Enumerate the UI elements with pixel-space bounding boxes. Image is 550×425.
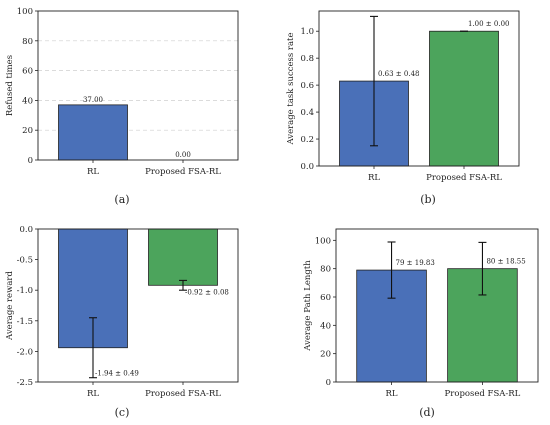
x-tick-label: Proposed FSA-RL bbox=[145, 167, 221, 177]
y-tick-label: 80 bbox=[320, 265, 331, 275]
y-tick-label: 0.0 bbox=[300, 162, 314, 172]
y-axis-title: Refused times bbox=[5, 55, 15, 116]
y-tick-label: -2.0 bbox=[17, 347, 33, 357]
panel-caption: (d) bbox=[419, 406, 435, 419]
bar-fsa-rl bbox=[429, 30, 499, 167]
x-tick-label: Proposed FSA-RL bbox=[426, 173, 502, 183]
data-label: -1.94 ± 0.49 bbox=[95, 370, 139, 378]
plot-frame bbox=[37, 228, 239, 383]
y-tick-label: 40 bbox=[22, 96, 33, 106]
y-tick-label: 0.8 bbox=[300, 54, 314, 64]
y-tick-label: 0 bbox=[28, 156, 33, 166]
chart-panel-4: 79 ± 19.83 RL 80 ± 18.55 Proposed FSA-RL 0 20… bbox=[303, 228, 539, 419]
bar-fsa-rl bbox=[148, 228, 218, 286]
y-tick-label: 40 bbox=[320, 321, 331, 331]
data-label: 79 ± 19.83 bbox=[396, 259, 435, 267]
panel-caption: (c) bbox=[115, 406, 130, 419]
y-tick-label: 20 bbox=[22, 126, 33, 136]
y-axis-title: Average task success rate bbox=[286, 32, 296, 145]
y-tick-label: 0.0 bbox=[19, 225, 33, 235]
y-tick-label: -0.5 bbox=[17, 256, 33, 266]
chart-panel-1: 37.00 RL 0.00 Proposed FSA-RL 0 20 40 60 80 100 Re… bbox=[5, 7, 239, 206]
y-tick-label: 0.2 bbox=[300, 135, 314, 145]
x-tick-label: RL bbox=[87, 167, 99, 177]
y-tick-label: 20 bbox=[320, 350, 331, 360]
x-tick-label: Proposed FSA-RL bbox=[445, 389, 521, 399]
y-tick-label: 60 bbox=[22, 67, 33, 77]
data-label: 0.63 ± 0.48 bbox=[378, 70, 420, 78]
y-axis-title: Average Path Length bbox=[303, 260, 313, 352]
panel-caption: (a) bbox=[114, 193, 129, 206]
data-label: 80 ± 18.55 bbox=[486, 258, 525, 266]
plot-frame bbox=[318, 10, 520, 167]
data-label: 37.00 bbox=[83, 96, 103, 104]
y-tick-label: 0 bbox=[326, 378, 331, 388]
x-tick-label: RL bbox=[386, 389, 398, 399]
x-tick-label: RL bbox=[87, 389, 99, 399]
y-tick-label: -1.0 bbox=[17, 286, 33, 296]
y-tick-label: 60 bbox=[320, 293, 331, 303]
y-tick-label: -1.5 bbox=[17, 317, 33, 327]
y-tick-label: 0.4 bbox=[300, 108, 314, 118]
y-tick-label: -2.5 bbox=[17, 378, 33, 388]
y-tick-label: 100 bbox=[315, 236, 331, 246]
x-tick-label: RL bbox=[368, 173, 380, 183]
chart-panel-3: -1.94 ± 0.49 RL -0.92 ± 0.08 Proposed FSA-R… bbox=[5, 225, 239, 419]
bar-rl bbox=[58, 104, 128, 161]
data-label: 1.00 ± 0.00 bbox=[468, 20, 510, 28]
y-tick-label: 100 bbox=[17, 7, 33, 17]
chart-panel-2: 0.63 ± 0.48 RL 1.00 ± 0.00 Proposed FSA-RL 0… bbox=[286, 10, 520, 206]
x-tick-label: Proposed FSA-RL bbox=[145, 389, 221, 399]
y-tick-label: 1.0 bbox=[300, 27, 314, 37]
y-tick-label: 80 bbox=[22, 37, 33, 47]
data-label: -0.92 ± 0.08 bbox=[185, 288, 229, 296]
data-label: 0.00 bbox=[175, 151, 191, 159]
plot-frame bbox=[37, 10, 239, 161]
plot-frame bbox=[335, 228, 539, 383]
y-tick-label: 0.6 bbox=[300, 81, 314, 91]
y-axis-title: Average reward bbox=[5, 271, 15, 341]
panel-caption: (b) bbox=[420, 193, 436, 206]
